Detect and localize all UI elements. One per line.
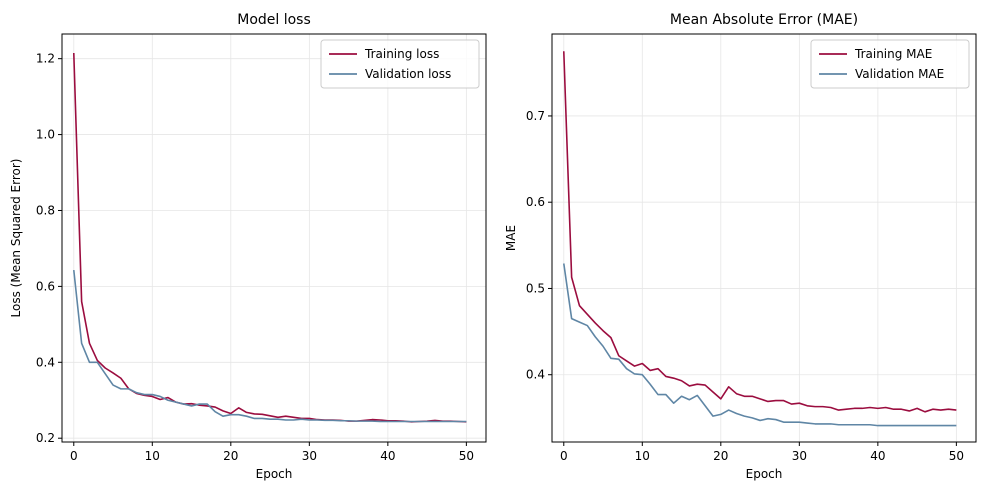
series-line-training	[562, 51, 957, 413]
legend-box	[810, 39, 970, 89]
legend-label: Validation loss	[365, 67, 451, 81]
x-tick-label: 50	[949, 449, 964, 463]
x-axis-label: Epoch	[256, 467, 293, 481]
y-tick-label: 0.6	[36, 279, 55, 293]
y-tick-label: 0.5	[526, 281, 545, 295]
x-tick-label: 30	[792, 449, 807, 463]
x-tick-label: 10	[635, 449, 650, 463]
y-tick-label: 1.0	[36, 128, 55, 142]
series-line-validation	[72, 269, 467, 423]
y-tick-label: 0.4	[36, 355, 55, 369]
legend: Training loss Validation loss	[320, 39, 480, 89]
legend-label: Training loss	[364, 47, 439, 61]
x-tick-label: 0	[70, 449, 78, 463]
chart-panel-2: 0 10 20 30 40 50 0.4 0.5 0.6 0.7 Mean Absolute Err…	[504, 12, 977, 481]
x-tick-label: 40	[870, 449, 885, 463]
x-tick-label: 20	[223, 449, 238, 463]
y-tick-label: 0.7	[526, 109, 545, 123]
y-axis-label: Loss (Mean Squared Error)	[9, 159, 23, 318]
series-line-training	[72, 52, 467, 423]
y-axis-label: MAE	[504, 225, 518, 251]
chart-title: Mean Absolute Error (MAE)	[670, 12, 858, 28]
legend-label: Validation MAE	[855, 67, 944, 81]
legend-box	[320, 39, 480, 89]
plot-frame	[551, 33, 977, 443]
y-tick-label: 0.6	[526, 195, 545, 209]
x-axis-label: Epoch	[746, 467, 783, 481]
x-tick-label: 10	[145, 449, 160, 463]
x-tick-label: 30	[302, 449, 317, 463]
x-tick-label: 20	[713, 449, 728, 463]
x-tick-label: 0	[560, 449, 568, 463]
y-tick-label: 0.2	[36, 431, 55, 445]
x-tick-label: 50	[459, 449, 474, 463]
plot-frame	[61, 33, 487, 443]
y-tick-label: 1.2	[36, 52, 55, 66]
series-line-validation	[562, 263, 957, 427]
legend: Training MAE Validation MAE	[810, 39, 970, 89]
x-tick-label: 40	[380, 449, 395, 463]
y-tick-label: 0.4	[526, 368, 545, 382]
chart-panel-1: 0 10 20 30 40 50 0.2 0.4 0.6 0.8 1.0 1.2 Model loss E…	[9, 12, 487, 481]
chart-title: Model loss	[237, 12, 311, 28]
y-tick-label: 0.8	[36, 203, 55, 217]
legend-label: Training MAE	[854, 47, 932, 61]
